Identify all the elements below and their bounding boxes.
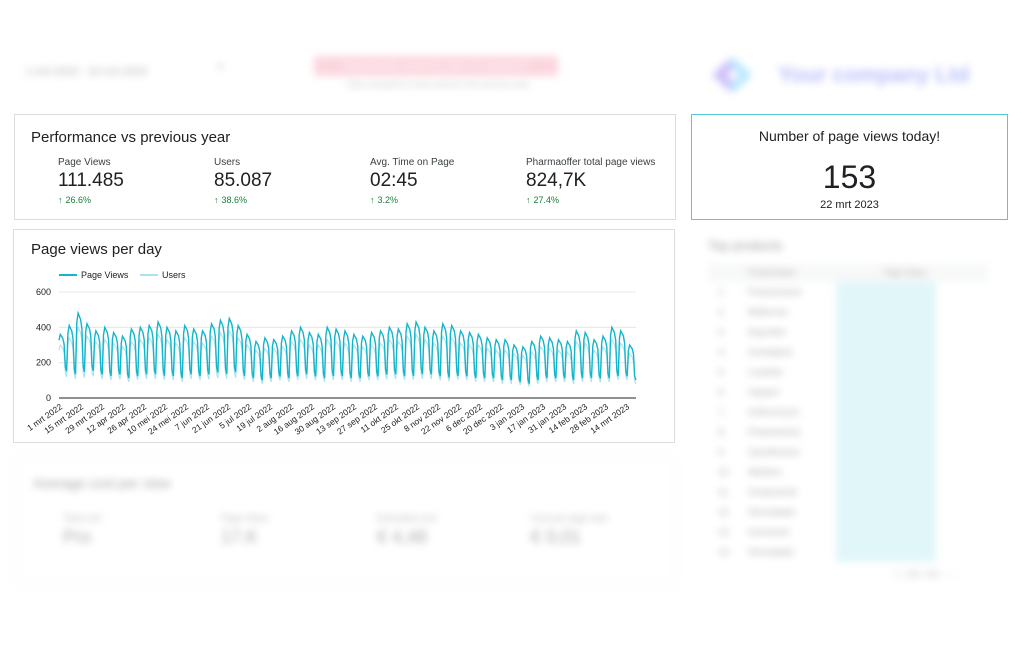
metric-page-views: Page Views 111.485 ↑ 26.6%: [58, 157, 124, 205]
table-row: 11. Omeprazole: [718, 487, 798, 497]
top-products-panel: Top products Productnaam Page Views 1. Pr…: [694, 228, 1006, 588]
table-row: 7. Azithromycin: [718, 407, 800, 417]
brand-logo: Your company Ltd: [702, 50, 1002, 102]
table-pagination[interactable]: 1 - 100 / 226 ‹ ›: [894, 570, 958, 579]
table-row: 13. Ivermectin: [718, 527, 790, 537]
series-line-users: [58, 325, 637, 387]
legend-swatch: [59, 274, 77, 276]
col-views: Page Views: [884, 268, 927, 277]
table-row: 4. Amlodipine: [718, 347, 793, 357]
y-tick-label: 0: [46, 393, 51, 403]
today-title: Number of page views today!: [758, 128, 941, 144]
metric-change: ↑ 38.6%: [214, 195, 248, 205]
table-header: Productnaam Page Views: [708, 264, 988, 282]
series-line-page-views: [58, 310, 637, 384]
y-tick-label: 400: [36, 322, 51, 332]
today-value: 153: [822, 159, 877, 195]
table-row: 6. Heparin: [718, 387, 780, 397]
metric-total-page-views: Pharmaoffer total page views 824,7K ↑ 27.…: [526, 157, 655, 205]
table-row: 10. Warfarin: [718, 467, 782, 477]
arrow-up-icon: ↑: [58, 195, 63, 205]
table-row: 14. Simvastatin: [718, 547, 795, 557]
date-range-selector[interactable]: 1 mrt 2022 - 22 mrt 2023 ▼: [26, 62, 226, 82]
brand-name: Your company Ltd: [778, 62, 970, 87]
metric-label: Pharmaoffer total page views: [526, 157, 656, 168]
metric-avg-time: Avg. Time on Page 02:45 ↑ 3.2%: [370, 157, 454, 205]
logo-icon: [712, 58, 752, 92]
chart-title: Page views per day: [31, 241, 162, 258]
table-row: 9. Ciprofloxacin: [718, 447, 801, 457]
views-bar-column: [836, 282, 936, 562]
legend-label: Page Views: [81, 270, 129, 280]
legend-swatch: [140, 274, 158, 276]
metric-change: ↑ 26.6%: [58, 195, 92, 205]
performance-panel: Performance vs previous year Page Views …: [14, 114, 676, 220]
cost-metric: Page Views 17.K: [221, 513, 269, 547]
metric-label: Page Views: [58, 157, 111, 168]
performance-title: Performance vs previous year: [31, 129, 231, 146]
arrow-up-icon: ↑: [370, 195, 375, 205]
table-row: 1. Productname: [718, 287, 802, 297]
y-tick-label: 200: [36, 358, 51, 368]
metric-users: Users 85.087 ↑ 38.6%: [214, 157, 272, 205]
metric-value: 85.087: [214, 170, 273, 191]
page-views-chart-panel: Page views per day Page Views Users 0 200…: [13, 229, 675, 443]
metric-label: Avg. Time on Page: [370, 157, 455, 168]
cost-metric: Total cost Pro: [63, 513, 102, 547]
cost-panel: Average cost per view Total cost Pro Pag…: [14, 456, 676, 586]
table-row: 2. Metformin: [718, 307, 789, 317]
table-row: 12. Atorvastatin: [718, 507, 796, 517]
today-panel: Number of page views today! 153 22 mrt 2…: [691, 114, 1008, 220]
update-banner: DASHBOARD UPDATES DAILY AT MIDNIGHT: [314, 56, 558, 76]
y-tick-label: 600: [36, 287, 51, 297]
table-row: 8. Prednisolone: [718, 427, 801, 437]
banner-subtext: Data compared to same period in the prev…: [347, 80, 529, 89]
legend-users[interactable]: Users: [140, 270, 186, 280]
table-rows: 1. Productname 2. Metformin 3. Ibuprofen 4.…: [708, 282, 988, 562]
chevron-down-icon: ▼: [216, 62, 225, 72]
arrow-up-icon: ↑: [214, 195, 219, 205]
legend-page-views[interactable]: Page Views: [59, 270, 128, 280]
col-product: Productnaam: [748, 268, 796, 277]
banner-text: DASHBOARD UPDATES DAILY AT MIDNIGHT: [341, 61, 531, 71]
arrow-up-icon: ↑: [526, 195, 531, 205]
metric-change: ↑ 27.4%: [526, 195, 560, 205]
metric-label: Users: [214, 157, 241, 168]
top-products-title: Top products: [708, 238, 783, 253]
cost-metric: Estimated cost € 4,48: [377, 513, 437, 547]
metric-change: ↑ 3.2%: [370, 195, 399, 205]
today-date: 22 mrt 2023: [820, 199, 879, 211]
table-row: 3. Ibuprofen: [718, 327, 787, 337]
metric-value: 111.485: [58, 170, 124, 191]
date-range-text: 1 mrt 2022 - 22 mrt 2023: [26, 66, 148, 78]
table-row: 5. Losartan: [718, 367, 784, 377]
metric-value: 824,7K: [526, 170, 587, 191]
legend-label: Users: [162, 270, 186, 280]
cost-metric: Cost per page view € 0,01: [531, 513, 609, 547]
cost-panel-title: Average cost per view: [33, 475, 171, 491]
metric-value: 02:45: [370, 170, 418, 191]
